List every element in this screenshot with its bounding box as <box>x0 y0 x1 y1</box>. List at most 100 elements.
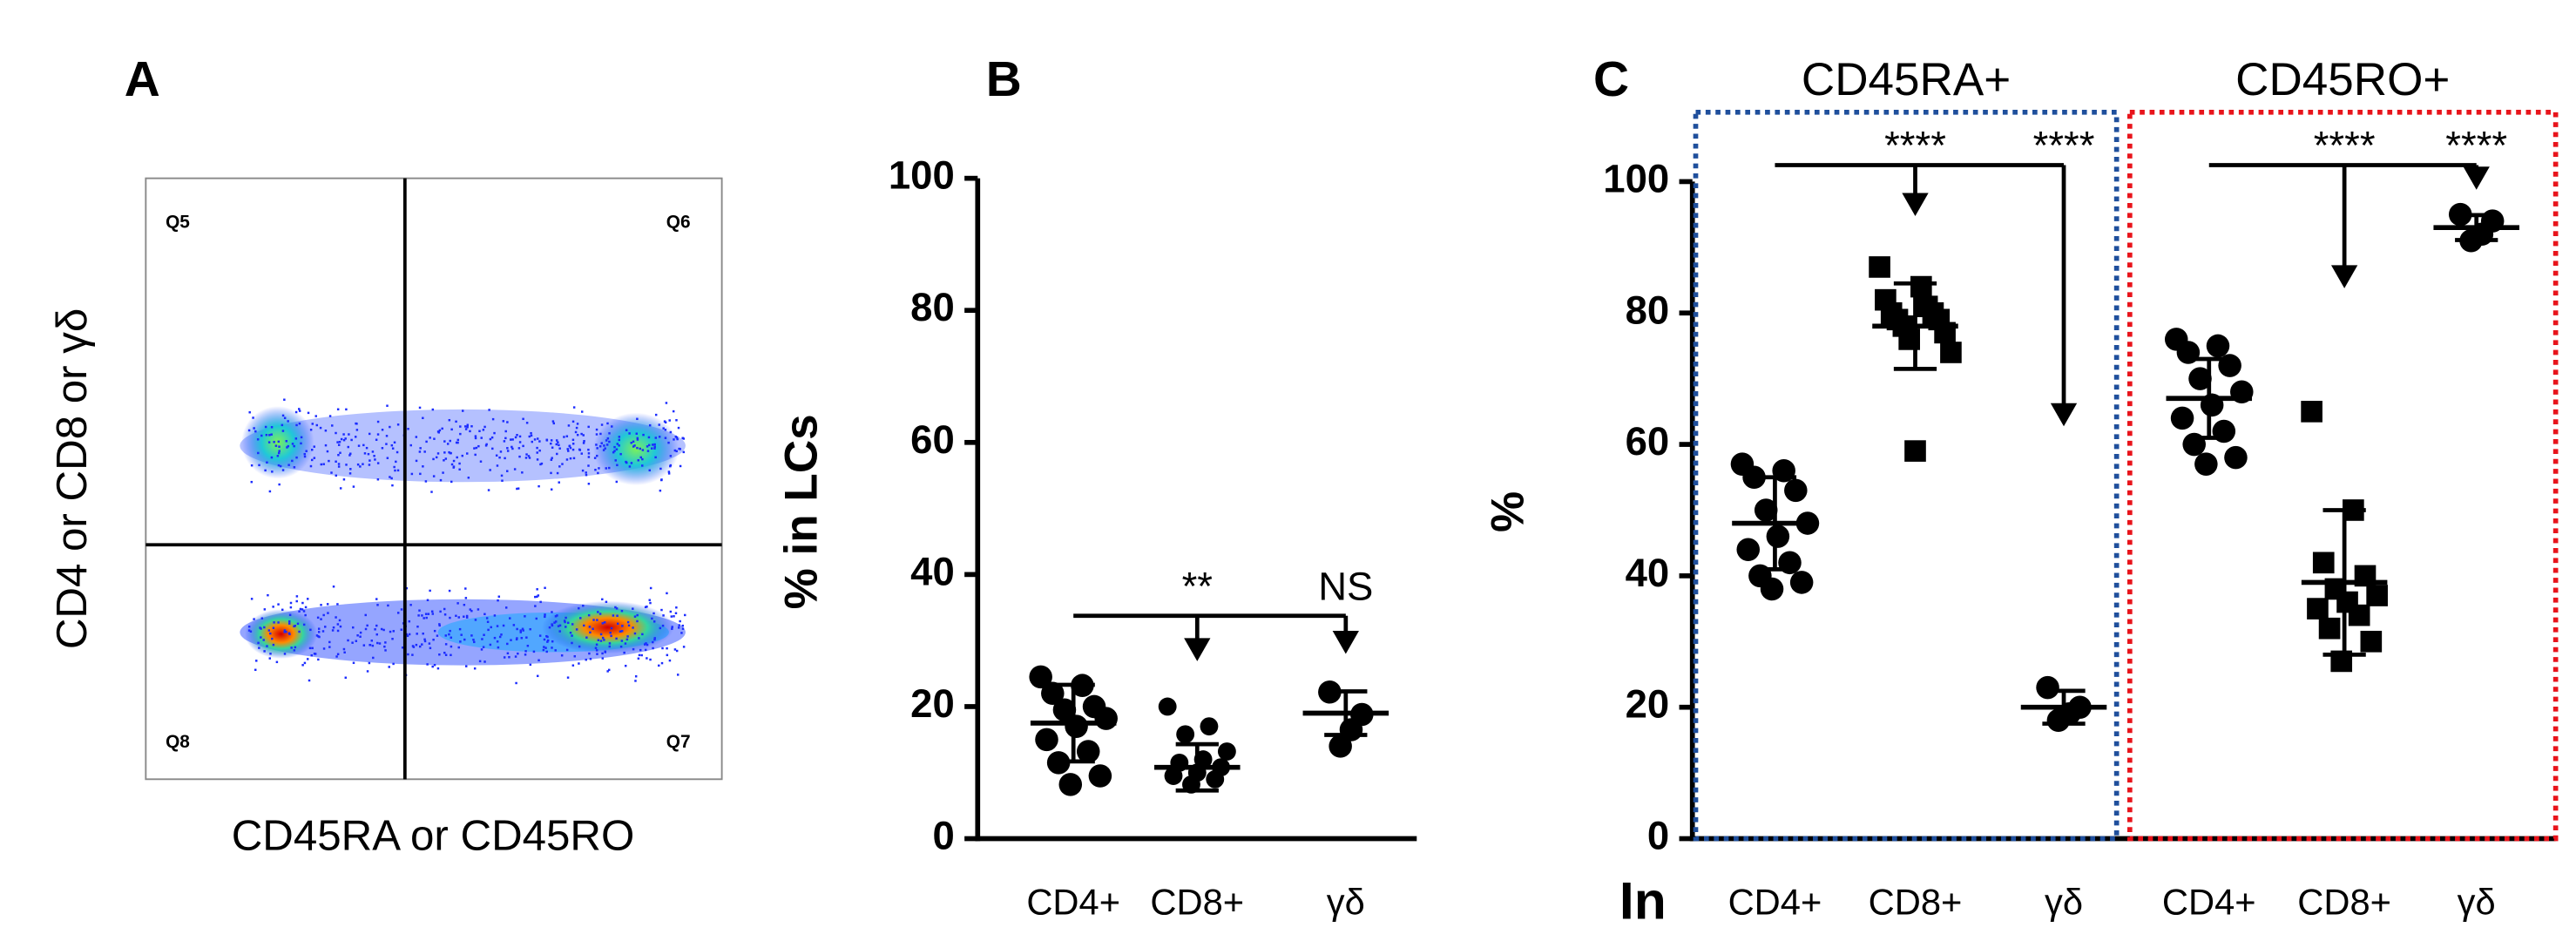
event-dot <box>309 628 312 632</box>
event-dot <box>667 470 671 473</box>
density-peak <box>245 609 318 659</box>
event-dot <box>444 457 448 460</box>
event-dot <box>466 425 469 429</box>
event-dot <box>321 630 325 633</box>
event-dot <box>565 458 569 461</box>
event-dot <box>478 660 482 663</box>
event-dot <box>614 606 617 609</box>
event-dot <box>465 614 469 618</box>
event-dot <box>390 477 393 480</box>
event-dot <box>521 471 524 474</box>
event-dot <box>556 471 559 475</box>
event-dot <box>335 474 338 477</box>
event-dot <box>588 652 591 655</box>
event-dot <box>572 406 576 409</box>
event-dot <box>654 413 658 416</box>
event-dot <box>281 469 285 471</box>
event-dot <box>596 653 598 655</box>
event-dot <box>456 456 458 459</box>
event-dot <box>268 657 272 660</box>
y-tick-label: 80 <box>910 285 955 329</box>
event-dot <box>653 445 656 449</box>
event-dot <box>659 489 662 492</box>
event-dot <box>479 460 483 463</box>
event-dot <box>551 457 553 459</box>
event-dot <box>660 661 664 665</box>
event-dot <box>524 650 527 653</box>
event-dot <box>408 633 411 636</box>
event-dot <box>482 429 485 431</box>
event-dot <box>646 450 650 452</box>
event-dot <box>315 423 319 427</box>
event-dot <box>567 450 570 452</box>
event-dot <box>412 646 416 648</box>
event-dot <box>272 643 275 647</box>
event-dot <box>598 445 602 448</box>
event-dot <box>328 459 330 463</box>
event-dot <box>423 638 426 641</box>
event-dot <box>543 638 546 641</box>
event-dot <box>375 438 378 441</box>
event-dot <box>585 658 587 661</box>
event-dot <box>614 459 617 462</box>
event-dot <box>303 452 306 456</box>
event-dot <box>298 610 301 613</box>
event-dot <box>489 437 492 441</box>
event-dot <box>551 420 555 423</box>
event-dot <box>609 631 612 634</box>
event-dot <box>575 426 578 430</box>
event-dot <box>247 629 251 632</box>
event-dot <box>580 410 584 413</box>
event-dot <box>684 613 686 617</box>
event-dot <box>581 469 585 472</box>
event-dot <box>362 644 366 647</box>
event-dot <box>580 432 583 436</box>
event-dot <box>301 664 304 667</box>
event-dot <box>367 452 370 456</box>
event-dot <box>324 443 328 447</box>
event-dot <box>677 426 680 430</box>
event-dot <box>653 638 656 641</box>
event-dot <box>416 625 419 628</box>
event-dot <box>278 450 281 452</box>
event-dot <box>450 463 454 466</box>
event-dot <box>315 634 319 637</box>
event-dot <box>401 647 404 649</box>
event-dot <box>606 670 609 673</box>
event-dot <box>633 615 637 618</box>
event-dot <box>675 450 678 453</box>
event-dot <box>573 655 577 658</box>
event-dot <box>502 420 505 423</box>
event-dot <box>277 464 281 467</box>
event-dot <box>519 631 523 633</box>
event-dot <box>281 423 284 427</box>
event-dot <box>617 622 619 626</box>
event-dot <box>463 615 465 618</box>
event-dot <box>349 452 352 455</box>
event-dot <box>558 443 560 447</box>
event-dot <box>449 616 451 619</box>
event-dot <box>290 647 293 649</box>
event-dot <box>385 435 389 437</box>
event-dot <box>595 433 598 436</box>
event-dot <box>488 409 490 411</box>
event-dot <box>648 469 651 472</box>
y-tick-label: 0 <box>932 814 954 858</box>
event-dot <box>551 640 554 643</box>
event-dot <box>589 658 592 660</box>
event-dot <box>517 487 520 490</box>
event-dot <box>606 437 610 440</box>
data-point <box>2194 452 2218 476</box>
event-dot <box>438 624 441 627</box>
event-dot <box>662 614 665 617</box>
event-dot <box>673 648 677 651</box>
event-dot <box>305 450 308 452</box>
event-dot <box>485 443 488 446</box>
event-dot <box>456 441 459 444</box>
event-dot <box>483 613 486 616</box>
event-dot <box>368 464 371 466</box>
data-point <box>2036 675 2059 700</box>
event-dot <box>391 447 395 450</box>
event-dot <box>356 463 360 466</box>
arrow-head <box>2463 166 2490 190</box>
